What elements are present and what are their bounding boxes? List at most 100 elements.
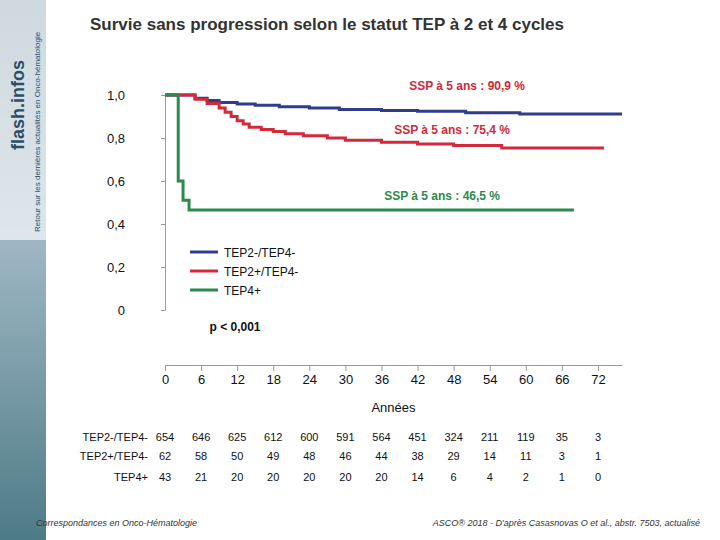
x-tick-label: 24 [303,372,317,387]
x-tick-label: 54 [483,372,497,387]
annotation: SSP à 5 ans : 90,9 % [409,79,525,93]
sidebar-logo: flash.infos [8,60,28,150]
risk-value: 646 [192,431,210,443]
y-tick-mark [161,224,165,225]
risk-value: 600 [300,431,318,443]
x-tick-mark [526,365,527,371]
legend-label: TEP2-/TEP4- [224,246,295,260]
x-tick-label: 12 [230,372,244,387]
risk-value: 29 [448,450,460,462]
y-tick-label: 0 [118,303,125,318]
x-tick: 72 [591,365,605,387]
y-tick-label: 0,4 [107,217,125,232]
risk-value: 35 [556,431,568,443]
risk-value: 58 [195,450,207,462]
x-tick-mark [490,365,491,371]
x-tick-label: 66 [555,372,569,387]
x-tick-mark [273,365,274,371]
x-tick: 24 [303,365,317,387]
y-tick-mark [161,95,165,96]
risk-value: 3 [595,431,601,443]
x-tick: 54 [483,365,497,387]
risk-label: TEP2+/TEP4- [80,450,149,462]
x-tick-label: 48 [447,372,461,387]
risk-value: 49 [267,450,279,462]
risk-value: 1 [595,450,601,462]
x-tick-label: 6 [198,372,205,387]
y-tick-mark [161,181,165,182]
x-tick-label: 18 [267,372,281,387]
y-axis-line [165,96,166,311]
risk-value: 11 [520,450,531,462]
x-tick: 60 [519,365,533,387]
risk-value: 20 [303,471,315,483]
risk-value: 46 [339,450,351,462]
sidebar [0,0,46,540]
legend-swatch [190,289,218,292]
x-tick-mark [381,365,382,371]
x-tick-mark [418,365,419,371]
risk-value: 21 [195,471,207,483]
x-axis: 0 6 12 18 24 30 36 42 48 54 60 66 72 [162,365,623,387]
y-tick-label: 0,6 [107,174,125,189]
annotation: SSP à 5 ans : 75,4 % [394,123,510,137]
km-curve [165,95,604,148]
y-tick: 0,4 [107,217,165,232]
risk-value: 211 [481,431,499,443]
footer-source: Correspondances en Onco-Hématologie [36,518,197,528]
risk-value: 6 [451,471,457,483]
y-tick: 0,2 [107,260,165,275]
x-tick: 30 [339,365,353,387]
x-tick: 6 [198,365,205,387]
risk-label: TEP4+ [114,471,148,483]
risk-value: 48 [303,450,315,462]
x-tick: 66 [555,365,569,387]
x-tick: 18 [267,365,281,387]
risk-value: 654 [156,431,174,443]
risk-value: 3 [559,450,565,462]
legend: TEP2-/TEP4- TEP2+/TEP4- TEP4+ [190,246,298,298]
x-tick-mark [165,365,166,371]
x-tick-label: 42 [411,372,425,387]
x-tick-mark [345,365,346,371]
y-tick-mark [161,138,165,139]
risk-value: 14 [484,450,496,462]
title: Survie sans progression selon le statut … [90,15,564,34]
risk-value: 20 [231,471,243,483]
legend-label: TEP2+/TEP4- [224,265,298,279]
x-tick-label: 72 [591,372,605,387]
risk-value: 0 [595,471,601,483]
x-tick: 0 [162,365,169,387]
legend-label: TEP4+ [224,284,261,298]
y-tick-label: 0,8 [107,131,125,146]
x-tick: 42 [411,365,425,387]
risk-value: 1 [559,471,565,483]
risk-value: 62 [159,450,171,462]
risk-value: 564 [372,431,390,443]
plot-area [165,95,622,210]
y-tick-label: 0,2 [107,260,125,275]
x-tick: 12 [230,365,244,387]
risk-value: 43 [159,471,171,483]
x-tick-mark [237,365,238,371]
km-curve [165,95,574,210]
x-tick: 36 [375,365,389,387]
y-axis: 00,20,40,60,81,0 [107,88,166,318]
x-axis-title: Années [371,400,416,415]
annotation: p < 0,001 [209,320,260,334]
risk-value: 4 [487,471,493,483]
y-tick-mark [161,310,165,311]
risk-value: 50 [231,450,243,462]
y-tick: 0,8 [107,131,165,146]
risk-label: TEP2-/TEP4- [83,431,149,443]
km-curve [165,95,622,114]
risk-value: 612 [264,431,282,443]
risk-value: 14 [411,471,423,483]
x-axis-line [166,365,623,366]
y-tick-mark [161,267,165,268]
risk-value: 324 [444,431,462,443]
risk-value: 2 [523,471,529,483]
x-tick-label: 0 [162,372,169,387]
x-tick-label: 36 [375,372,389,387]
risk-value: 119 [517,431,535,443]
